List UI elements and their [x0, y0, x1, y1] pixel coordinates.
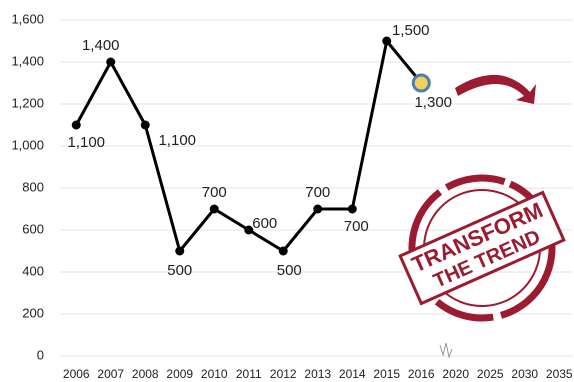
x-tick-label: 2014	[339, 367, 366, 381]
data-label: 700	[344, 218, 369, 235]
x-tick-label: 2015	[373, 367, 400, 381]
y-tick-label: 1,200	[11, 95, 44, 110]
point	[140, 120, 150, 130]
point	[347, 204, 357, 214]
x-tick-label: 2011	[236, 367, 262, 381]
x-tick-label: 2025	[477, 367, 504, 381]
data-label: 600	[252, 215, 277, 232]
point	[106, 57, 116, 67]
x-tick-label: 2020	[442, 367, 469, 381]
data-label: 700	[305, 184, 330, 201]
point	[244, 225, 254, 235]
x-tick-label: 2009	[166, 367, 193, 381]
axis-break	[439, 342, 453, 359]
stamp-band	[398, 190, 566, 306]
data-label: 500	[277, 262, 302, 279]
stamp: TRANSFORM THE TREND	[398, 174, 566, 322]
x-tick-label: 2016	[408, 367, 435, 381]
y-tick-label: 1,600	[11, 11, 44, 26]
data-label: 500	[167, 262, 192, 279]
grid: 0 200 400 600 800 1,000 1,200 1,400 1,600 2006 200…	[11, 11, 572, 381]
y-tick-label: 1,000	[11, 137, 44, 152]
y-tick-label: 1,400	[11, 53, 44, 68]
x-tick-label: 2012	[270, 367, 297, 381]
data-label: 1,300	[414, 94, 452, 111]
data-label: 1,100	[67, 134, 105, 151]
point	[71, 120, 81, 130]
x-tick-label: 2008	[132, 367, 159, 381]
data-label: 1,500	[392, 22, 430, 39]
data-label: 700	[202, 184, 227, 201]
x-tick-label: 2010	[201, 367, 228, 381]
y-tick-label: 800	[22, 179, 44, 194]
data-label: 1,400	[82, 37, 120, 54]
x-tick-label: 2006	[63, 367, 90, 381]
trend-arrow	[455, 74, 536, 104]
point	[209, 204, 219, 214]
point	[278, 246, 288, 256]
y-tick-label: 0	[37, 347, 44, 362]
point	[313, 204, 323, 214]
point	[175, 246, 185, 256]
x-tick-label: 2035	[546, 367, 573, 381]
y-tick-label: 600	[22, 221, 44, 236]
y-tick-label: 400	[22, 263, 44, 278]
x-tick-label: 2013	[304, 367, 331, 381]
point-icon	[411, 73, 431, 93]
y-tick-label: 200	[22, 305, 44, 320]
point	[382, 36, 392, 46]
data-label: 1,100	[158, 132, 196, 149]
marks: 1,100 1,400 1,100 500 700 600 500 700 700 1,500 1,…	[67, 22, 452, 279]
x-tick-label: 2030	[511, 367, 538, 381]
x-tick-label: 2007	[97, 367, 124, 381]
